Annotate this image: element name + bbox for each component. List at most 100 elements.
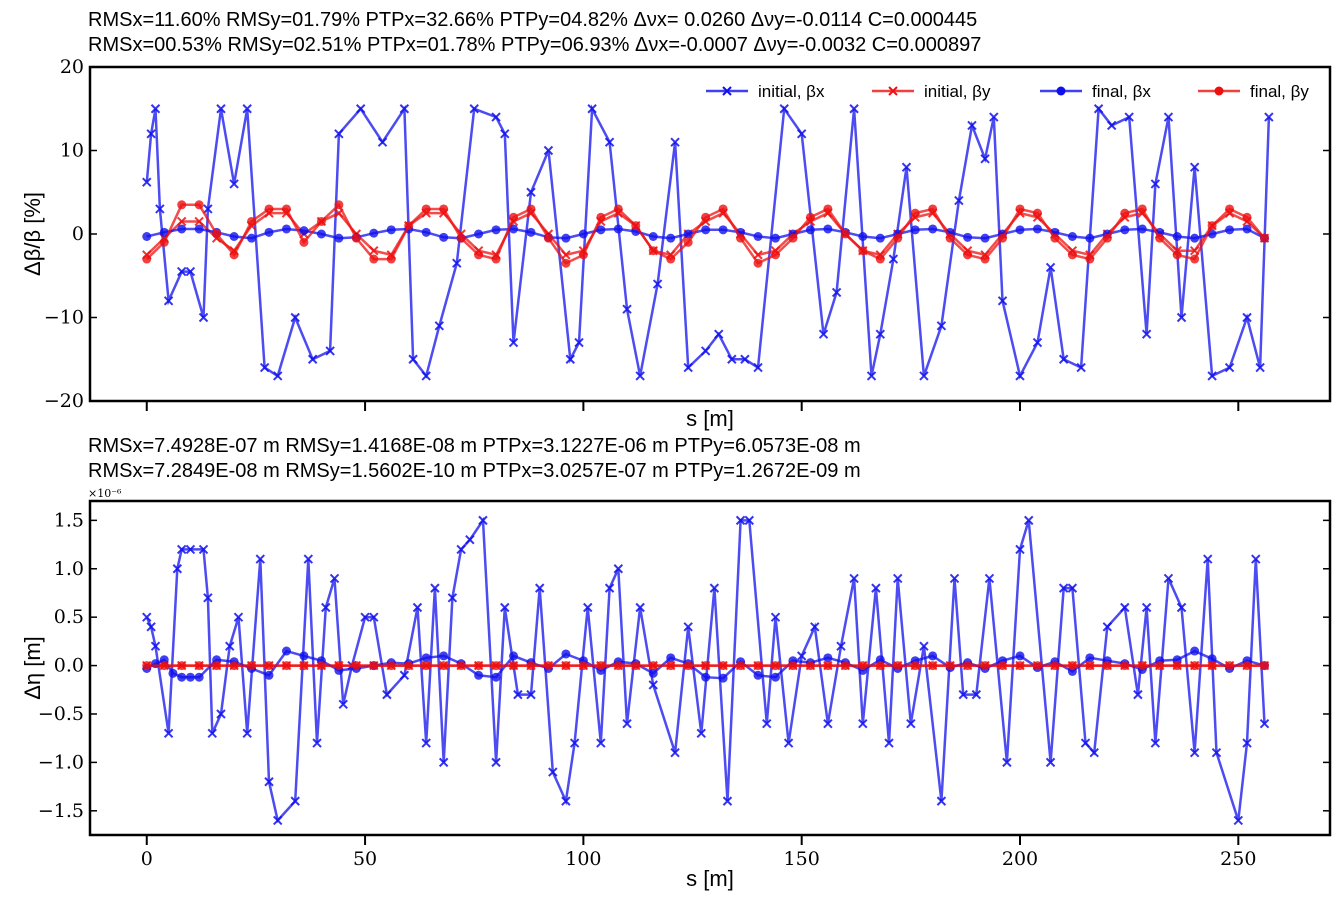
data-point	[998, 661, 1008, 671]
data-point	[543, 233, 553, 243]
top-stats-initial: RMSx=11.60% RMSy=01.79% PTPx=32.66% PTPy…	[88, 9, 977, 31]
data-point	[666, 661, 676, 671]
data-point	[1089, 748, 1099, 758]
data-point	[928, 651, 938, 661]
data-point	[456, 233, 466, 243]
legend-item: initial, βy	[872, 82, 991, 101]
data-point	[963, 661, 973, 671]
dispersion-scale-label: ×10⁻⁶	[88, 487, 122, 500]
data-point	[648, 246, 658, 256]
data-point	[478, 515, 488, 526]
data-point	[421, 661, 431, 671]
data-point	[351, 661, 361, 671]
data-point	[281, 646, 291, 656]
beta-beat-x-ticks	[145, 401, 1240, 411]
series-final---y	[142, 200, 1270, 268]
data-point	[168, 668, 178, 678]
data-point	[958, 689, 968, 700]
data-point	[474, 250, 484, 260]
data-point	[980, 154, 990, 164]
data-point	[194, 224, 204, 234]
data-point	[1124, 112, 1134, 122]
data-point	[1211, 748, 1222, 758]
data-point	[513, 689, 523, 700]
data-point	[491, 661, 501, 671]
data-point	[456, 544, 466, 555]
x-tick-label: 250	[1220, 848, 1256, 870]
data-point	[1190, 646, 1200, 656]
data-point	[753, 232, 763, 242]
data-point	[142, 177, 152, 187]
data-point	[491, 112, 501, 122]
data-point	[172, 564, 183, 574]
beta-beat-y-ticks: 20 10 0 −10 −20	[44, 56, 1330, 412]
data-point	[491, 254, 501, 264]
data-point	[831, 287, 842, 298]
data-point	[893, 233, 903, 243]
dispersion-x-ticks: 0 50 100 150 200 250	[141, 835, 1256, 870]
data-point	[334, 233, 344, 243]
data-point	[264, 227, 274, 237]
data-point	[736, 233, 746, 243]
data-point	[1259, 718, 1270, 729]
data-point	[163, 728, 174, 739]
data-point	[648, 680, 658, 690]
y-tick-label: 10	[60, 140, 84, 162]
data-point	[247, 216, 257, 226]
data-point	[840, 229, 850, 239]
data-point	[1015, 371, 1025, 381]
data-point	[701, 212, 711, 222]
data-point	[622, 304, 632, 314]
data-point	[176, 266, 187, 277]
data-point	[299, 661, 309, 671]
data-point	[543, 661, 553, 671]
data-point	[198, 312, 209, 323]
data-point	[796, 651, 807, 661]
data-point	[736, 661, 746, 671]
data-point	[509, 651, 519, 661]
data-point	[604, 137, 615, 147]
data-point	[509, 661, 519, 671]
data-point	[1225, 225, 1235, 235]
data-point	[683, 362, 693, 373]
data-point	[386, 254, 396, 264]
data-point	[805, 212, 815, 222]
data-point	[439, 651, 449, 661]
data-point	[753, 362, 763, 373]
data-point	[565, 354, 575, 364]
data-point	[474, 229, 484, 239]
data-point	[1190, 661, 1200, 671]
data-point	[198, 544, 209, 555]
data-point	[146, 622, 156, 632]
data-point	[1137, 224, 1147, 234]
data-point	[307, 354, 318, 364]
data-point	[910, 208, 920, 218]
data-point	[1102, 233, 1112, 243]
data-point	[229, 661, 239, 671]
data-point	[355, 104, 366, 114]
data-point	[150, 641, 161, 651]
data-point	[928, 224, 938, 234]
data-point	[526, 227, 536, 237]
data-point	[744, 515, 755, 526]
data-point	[351, 233, 361, 243]
data-point	[753, 258, 763, 268]
data-point	[142, 612, 152, 622]
data-point	[849, 573, 859, 584]
series-final---y	[142, 661, 1270, 671]
data-point	[1015, 651, 1025, 661]
data-point	[1093, 104, 1104, 114]
data-point	[264, 670, 274, 680]
data-point	[858, 718, 868, 729]
data-point	[369, 254, 379, 264]
data-point	[1024, 515, 1034, 526]
data-point	[1067, 661, 1077, 671]
data-point	[770, 672, 780, 682]
data-point	[509, 224, 519, 234]
data-point	[888, 254, 899, 264]
data-point	[146, 129, 156, 139]
data-point	[875, 661, 885, 671]
data-point	[491, 225, 501, 235]
data-point	[1189, 162, 1200, 172]
data-point	[984, 573, 995, 584]
